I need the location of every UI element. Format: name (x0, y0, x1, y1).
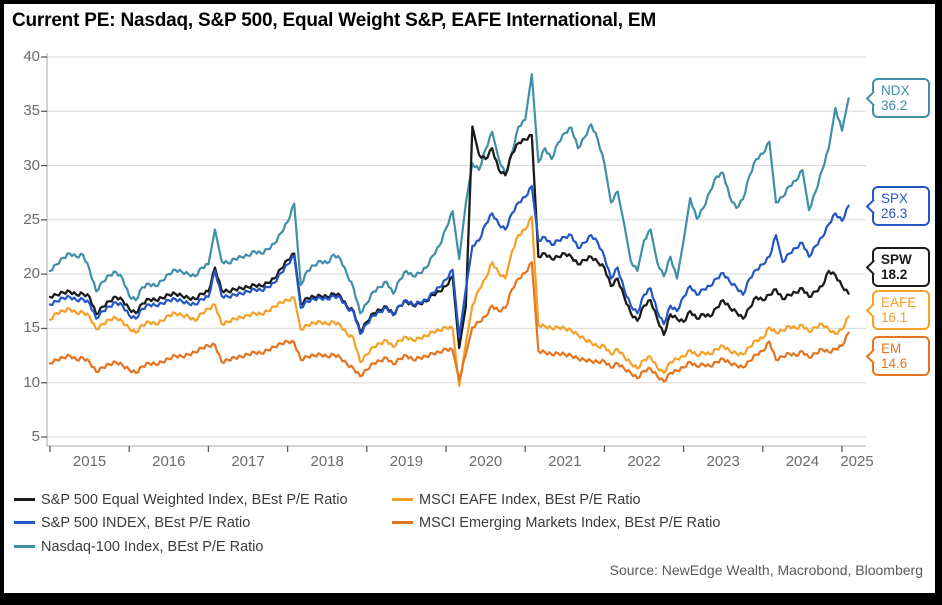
callout-spw: SPW 18.2 (865, 246, 930, 287)
x-axis-tick-label: 2017 (231, 453, 265, 470)
legend-swatch-eafe (392, 498, 413, 501)
series-line-em (48, 261, 850, 383)
legend-swatch-ndx (14, 545, 35, 548)
x-axis-tick-label: 2020 (468, 453, 503, 470)
legend-label: MSCI Emerging Markets Index, BEst P/E Ra… (419, 515, 721, 531)
legend-label: MSCI EAFE Index, BEst P/E Ratio (419, 492, 641, 508)
x-axis-tick-label: 2019 (389, 453, 424, 470)
callout-value: 18.2 (881, 266, 908, 282)
x-axis-tick-label: 2023 (706, 453, 740, 470)
legend-item-spx: S&P 500 INDEX, BEst P/E Ratio (14, 515, 250, 533)
legend-swatch-spx (14, 521, 35, 524)
x-axis-tick-label: 2025 (840, 453, 874, 470)
callout-value: 14.6 (881, 355, 908, 371)
legend-swatch-spw (14, 498, 35, 501)
x-axis-tick-label: 2022 (627, 453, 661, 470)
y-axis-tick-label: 10 (23, 373, 40, 391)
x-axis-tick-label: 2015 (72, 453, 107, 470)
y-axis-tick-label: 35 (23, 102, 40, 120)
y-axis-tick-label: 15 (23, 319, 40, 337)
legend-swatch-em (392, 521, 413, 524)
y-axis-tick-label: 25 (23, 210, 40, 228)
chart-panel: Current PE: Nasdaq, S&P 500, Equal Weigh… (4, 4, 935, 593)
series-line-spw (48, 125, 850, 350)
callout-ticker: SPX (881, 190, 909, 206)
callout-ticker: SPW (881, 251, 912, 267)
callout-ticker: EM (881, 340, 902, 356)
series-line-eafe (48, 215, 850, 388)
legend-label: Nasdaq-100 Index, BEst P/E Ratio (41, 539, 264, 555)
callout-eafe: EAFE 16.1 (865, 290, 930, 331)
x-axis-tick-label: 2016 (152, 453, 186, 470)
callout-value: 36.2 (881, 98, 908, 114)
x-axis-tick-label: 2018 (310, 453, 344, 470)
legend-label: S&P 500 Equal Weighted Index, BEst P/E R… (41, 492, 348, 508)
callout-value: 16.1 (881, 310, 908, 326)
chart-title: Current PE: Nasdaq, S&P 500, Equal Weigh… (12, 10, 656, 31)
legend-item-ndx: Nasdaq-100 Index, BEst P/E Ratio (14, 539, 263, 557)
legend-item-spw: S&P 500 Equal Weighted Index, BEst P/E R… (14, 492, 348, 510)
callout-em: EM 14.6 (865, 335, 930, 376)
legend-label: S&P 500 INDEX, BEst P/E Ratio (41, 515, 251, 531)
y-axis-tick-label: 40 (23, 48, 40, 65)
source-note: Source: NewEdge Wealth, Macrobond, Bloom… (609, 562, 923, 578)
y-axis-tick-label: 5 (31, 428, 40, 445)
plot-area (41, 53, 866, 452)
y-axis-tick-label: 20 (23, 265, 40, 283)
series-line-ndx (48, 73, 850, 315)
x-axis-tick-label: 2024 (785, 453, 820, 470)
series-line-spx (48, 185, 850, 339)
callout-value: 26.3 (881, 205, 908, 221)
legend-item-eafe: MSCI EAFE Index, BEst P/E Ratio (392, 492, 641, 510)
callout-ticker: EAFE (881, 295, 917, 311)
callout-spx: SPX 26.3 (865, 185, 930, 226)
callout-ndx: NDX 36.2 (865, 78, 930, 119)
y-axis-tick-label: 30 (23, 156, 40, 174)
x-axis-tick-label: 2021 (548, 453, 582, 470)
legend-item-em: MSCI Emerging Markets Index, BEst P/E Ra… (392, 515, 720, 533)
callout-ticker: NDX (881, 83, 910, 99)
